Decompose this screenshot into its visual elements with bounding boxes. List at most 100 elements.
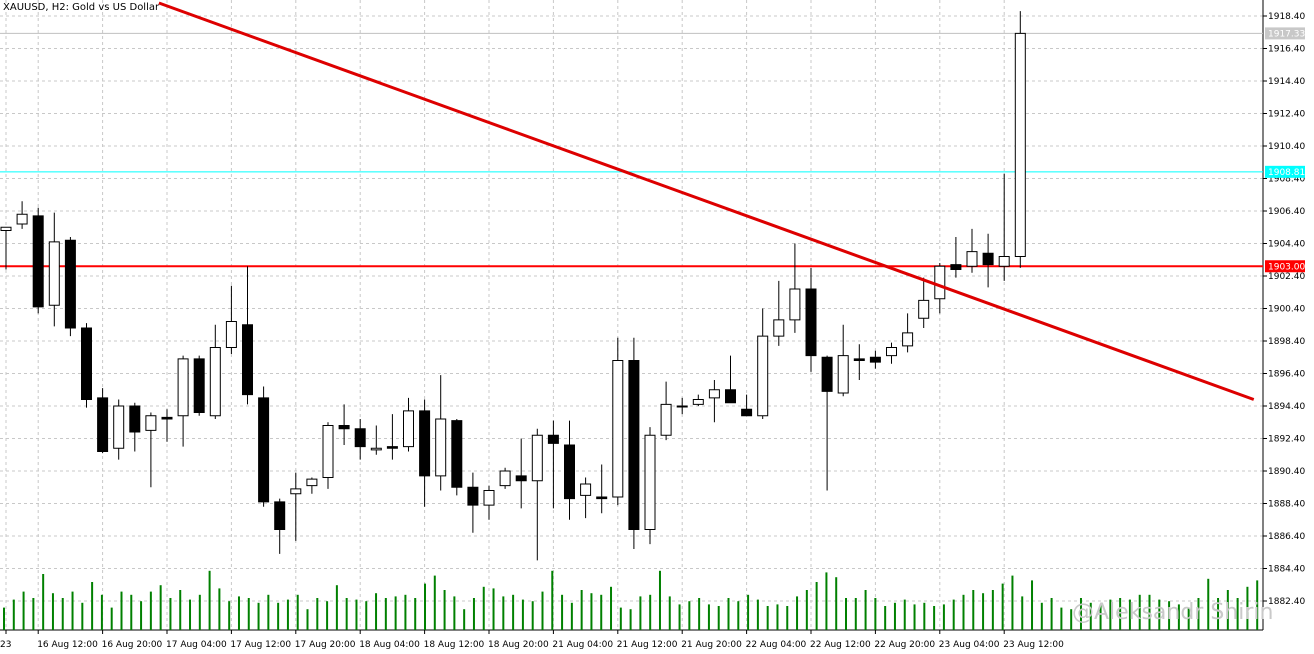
x-tick-label: 18 Aug 20:00	[488, 640, 549, 650]
watermark-text: @Aleksandr Shirin	[1072, 600, 1274, 625]
y-tick-label: 1914.40	[1268, 77, 1305, 87]
candle-bearish	[628, 360, 640, 530]
x-tick-label: 21 Aug 20:00	[681, 640, 742, 650]
y-tick-label: 1894.40	[1268, 402, 1305, 412]
candle-bullish	[225, 321, 237, 348]
y-tick-label: 1918.40	[1268, 12, 1305, 22]
candle-bullish	[998, 256, 1010, 267]
candle-bullish	[886, 347, 897, 357]
x-tick-label: 21 Aug 12:00	[617, 640, 678, 650]
y-tick-label: 1882.40	[1268, 597, 1305, 607]
candle-bullish	[789, 288, 801, 321]
candle-bullish	[322, 425, 334, 478]
candle-bearish	[32, 215, 44, 308]
y-tick-label: 1896.40	[1268, 370, 1305, 380]
y-tick-label: 1888.40	[1268, 500, 1305, 510]
candle-bullish	[580, 483, 592, 496]
candle-bearish	[274, 501, 286, 530]
candle-bearish	[129, 405, 141, 433]
x-tick-label: 17 Aug 12:00	[230, 640, 291, 650]
candle-bearish	[64, 239, 76, 329]
y-tick-label: 1910.40	[1268, 142, 1305, 152]
candle-bullish	[612, 360, 624, 498]
y-tick-label: 1906.40	[1268, 207, 1305, 217]
x-tick-label: 18 Aug 12:00	[424, 640, 485, 650]
candle-bullish	[290, 488, 302, 495]
candle-bearish	[451, 420, 463, 488]
candle-bullish	[966, 251, 978, 267]
candle-bullish	[644, 434, 656, 530]
candle-bullish	[403, 410, 414, 448]
candle-bearish	[258, 397, 270, 503]
candle-bearish	[982, 252, 994, 266]
x-tick-label: 22 Aug 12:00	[810, 640, 871, 650]
candle-bearish	[821, 356, 833, 392]
candle-bullish	[177, 358, 189, 417]
x-tick-label: 22 Aug 04:00	[746, 640, 807, 650]
candle-bearish	[515, 475, 527, 482]
candle-bullish	[1014, 32, 1026, 258]
candle-bullish	[209, 347, 221, 417]
candle-bullish	[676, 405, 688, 408]
price-tag-bg	[1265, 27, 1305, 40]
y-tick-label: 1908.40	[1268, 175, 1305, 185]
y-tick-label: 1912.40	[1268, 110, 1305, 120]
x-tick-label: 23 Aug 04:00	[939, 640, 1000, 650]
candle-bearish	[725, 389, 736, 404]
x-tick-label: 16 Aug 20:00	[102, 640, 163, 650]
candle-bearish	[193, 358, 205, 413]
candle-bearish	[81, 327, 92, 400]
price-tag-label: 1917.33	[1268, 29, 1305, 39]
price-tag-label: 1908.81	[1268, 168, 1305, 178]
x-tick-label: 17 Aug 20:00	[295, 640, 356, 650]
candle-bearish	[161, 416, 173, 420]
candle-bullish	[837, 355, 849, 394]
candle-bullish	[934, 265, 946, 300]
y-tick-label: 1904.40	[1268, 240, 1305, 250]
y-tick-label: 1902.40	[1268, 272, 1305, 282]
candle-bullish	[708, 389, 720, 399]
candle-bullish	[692, 399, 704, 405]
candle-bullish	[531, 434, 543, 482]
candle-bullish	[918, 299, 930, 319]
y-tick-label: 1886.40	[1268, 532, 1305, 542]
candle-bearish	[97, 397, 109, 452]
candle-bullish	[773, 319, 785, 337]
candle-bearish	[805, 288, 817, 357]
candle-bearish	[853, 358, 865, 361]
candle-bullish	[499, 470, 511, 487]
x-tick-label: 23 Aug 12:00	[1003, 640, 1064, 650]
candle-bullish	[660, 403, 672, 436]
trendline	[158, 1, 1255, 401]
candle-bullish	[435, 418, 447, 477]
candle-bearish	[242, 324, 253, 396]
x-tick-label: 18 Aug 04:00	[359, 640, 420, 650]
price-tag-bg	[1265, 165, 1305, 178]
candle-bearish	[596, 496, 608, 500]
chart-title: XAUUSD, H2: Gold vs US Dollar	[3, 2, 160, 13]
x-tick-label: 23	[0, 640, 11, 650]
x-tick-label: 22 Aug 20:00	[874, 640, 935, 650]
y-tick-label: 1884.40	[1268, 565, 1305, 575]
candle-bullish	[113, 405, 125, 449]
candle-bearish	[869, 356, 881, 363]
candle-bearish	[354, 428, 366, 448]
candle-bearish	[338, 425, 350, 430]
candle-bearish	[741, 408, 753, 417]
price-tag-label: 1903.00	[1268, 262, 1305, 272]
candle-bullish	[370, 447, 382, 451]
x-tick-label: 21 Aug 04:00	[552, 640, 613, 650]
candle-bullish	[0, 226, 12, 231]
candle-bullish	[306, 478, 318, 487]
y-tick-label: 1898.40	[1268, 337, 1305, 347]
x-tick-label: 16 Aug 12:00	[37, 640, 98, 650]
candle-bullish	[757, 335, 769, 417]
candle-bullish	[145, 415, 157, 431]
y-tick-label: 1900.40	[1268, 305, 1305, 315]
y-tick-label: 1916.40	[1268, 45, 1305, 55]
candle-bearish	[564, 444, 575, 500]
candle-bearish	[467, 486, 479, 506]
candle-bearish	[386, 446, 398, 449]
